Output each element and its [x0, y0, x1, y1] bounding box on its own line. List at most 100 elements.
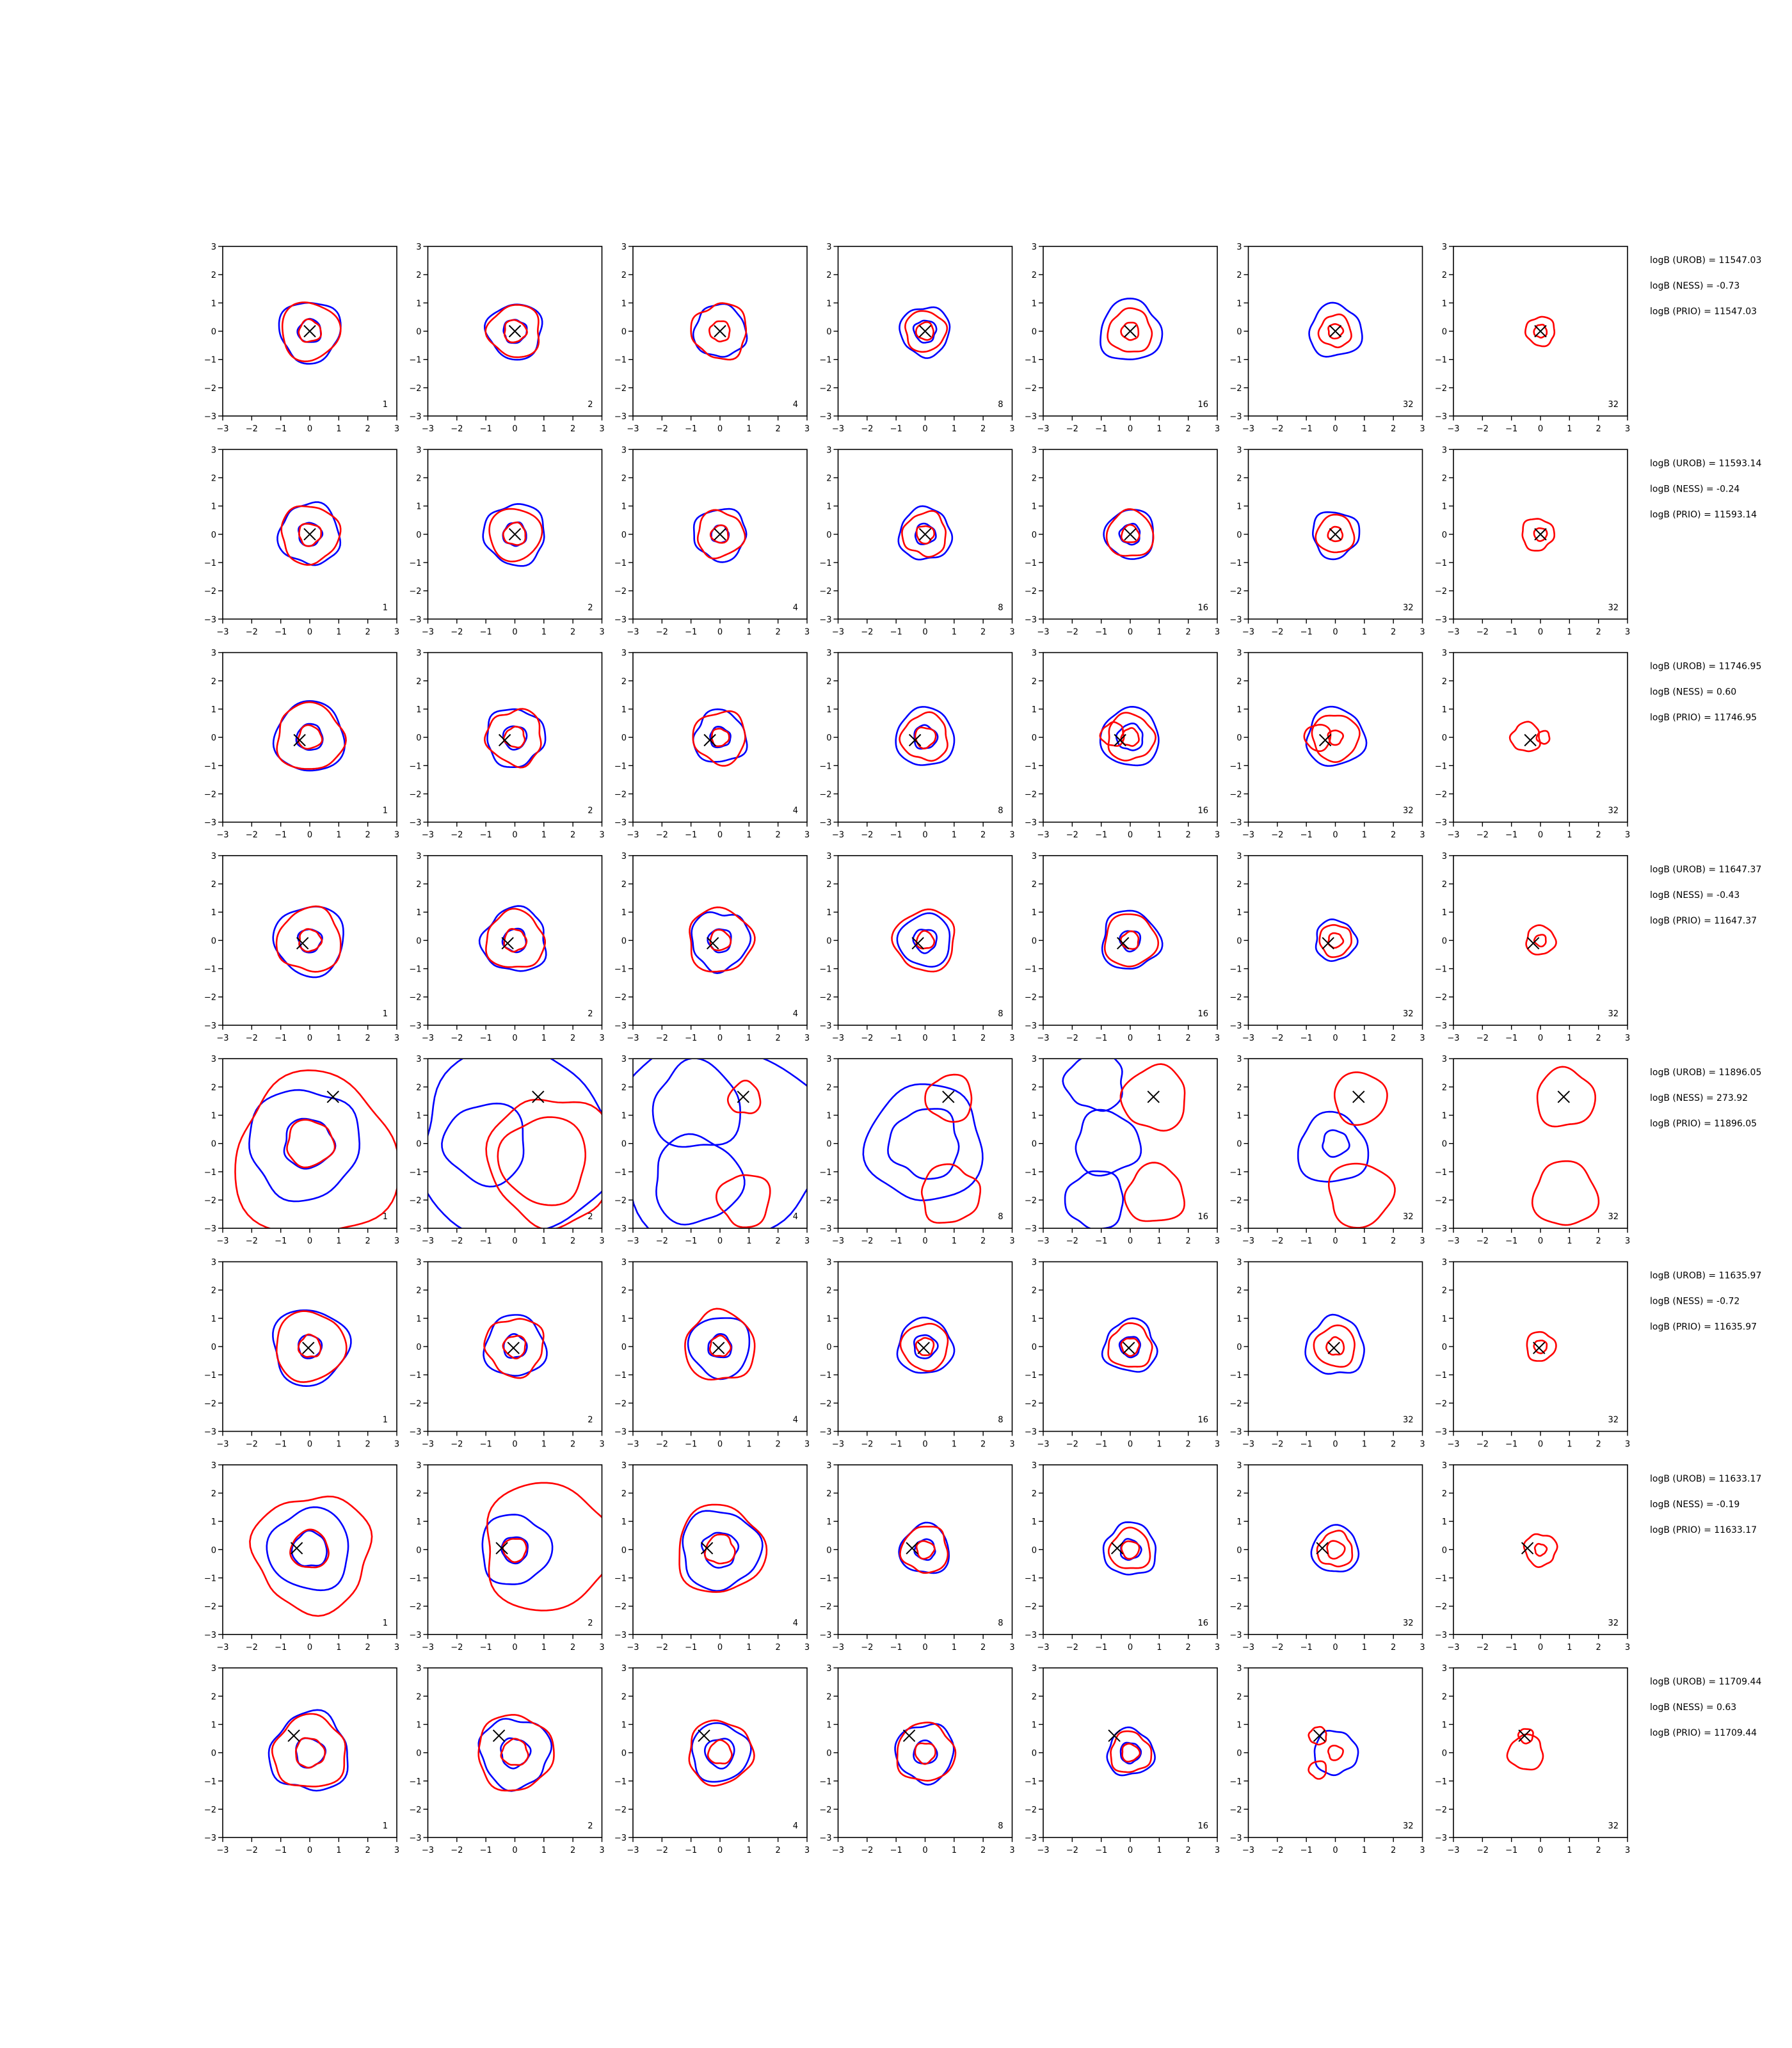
y-tick-label: 0 [1032, 328, 1037, 337]
x-tick-label: −3 [1242, 1643, 1254, 1652]
x-tick-label: 2 [980, 1236, 986, 1246]
y-tick-label: 1 [826, 1112, 831, 1121]
blue-contour [652, 1059, 741, 1148]
x-tick-label: −1 [275, 1643, 287, 1652]
y-tick-label: 0 [416, 733, 421, 743]
x-tick-label: −2 [451, 1236, 463, 1246]
red-contour [1103, 913, 1160, 968]
blue-contour [912, 319, 938, 344]
y-tick-label: −2 [1025, 790, 1037, 799]
x-tick-label: 1 [1567, 627, 1572, 637]
contour-group [891, 908, 956, 973]
y-tick-label: −1 [1025, 1168, 1037, 1178]
y-tick-label: −3 [1435, 1224, 1447, 1234]
x-tick-label: 3 [804, 627, 810, 637]
x-tick-label: 3 [1009, 627, 1014, 637]
x-tick-label: 1 [541, 1846, 547, 1855]
marker-x [918, 324, 932, 338]
x-tick-label: −2 [451, 1034, 463, 1043]
marker-x [1534, 528, 1547, 541]
x-tick-label: 1 [1156, 627, 1162, 637]
x-tick-label: −3 [216, 424, 228, 434]
y-tick-label: 1 [826, 1315, 831, 1324]
red-contour [1316, 1530, 1354, 1568]
x-tick-label: −1 [275, 1034, 287, 1043]
x-tick-label: 2 [980, 1846, 986, 1855]
x-tick-label: −1 [1505, 1236, 1517, 1246]
x-tick-label: −1 [1095, 627, 1107, 637]
y-tick-label: −1 [1025, 356, 1037, 365]
contour-group [477, 1714, 555, 1792]
y-tick-label: −3 [1435, 1428, 1447, 1437]
y-tick-label: 3 [416, 1055, 421, 1064]
y-tick-label: 1 [621, 1112, 627, 1121]
marker-x [302, 1341, 315, 1354]
y-tick-label: 2 [621, 1083, 627, 1092]
marker-x [508, 528, 522, 541]
x-tick-label: 1 [746, 1034, 751, 1043]
y-tick-label: 0 [1032, 1546, 1037, 1555]
x-tick-label: −2 [1271, 1643, 1283, 1652]
x-tick-label: 0 [512, 1846, 517, 1855]
red-contour [1099, 721, 1125, 747]
panel-label: 4 [793, 400, 798, 410]
y-tick-label: 3 [1236, 1055, 1242, 1064]
panel-label: 8 [998, 806, 1003, 816]
red-contour [904, 310, 948, 353]
panel-label: 4 [793, 806, 798, 816]
x-tick-label: 1 [541, 424, 547, 434]
x-tick-label: 0 [1128, 1643, 1133, 1652]
x-tick-label: 3 [1009, 1440, 1014, 1450]
contour-group [1310, 1524, 1360, 1572]
x-tick-label: −3 [832, 1236, 844, 1246]
y-tick-label: 1 [621, 1517, 627, 1527]
contour-group [689, 906, 756, 975]
x-tick-label: 1 [1156, 831, 1162, 840]
x-tick-label: 3 [1215, 831, 1220, 840]
panel-label: 8 [998, 603, 1003, 612]
y-tick-label: 0 [1236, 1343, 1242, 1352]
y-tick-label: 1 [1442, 1112, 1447, 1121]
contour-group [692, 508, 748, 563]
x-tick-label: −1 [1505, 424, 1517, 434]
x-tick-label: −2 [246, 627, 258, 637]
blue-contour [1118, 1336, 1142, 1359]
x-tick-label: 2 [1391, 627, 1396, 637]
x-tick-label: 3 [804, 424, 810, 434]
marker-x [1521, 1542, 1534, 1555]
red-contour [1327, 323, 1345, 340]
panel-r8-c6: −3−3 −2 −2 −1 −1 0 0 1 1 2 2 3 3 32 [1229, 1664, 1425, 1855]
y-tick-label: 3 [1442, 1055, 1447, 1064]
y-tick-label: −3 [614, 1021, 627, 1031]
y-tick-label: 3 [211, 649, 216, 659]
marker-x [1147, 1091, 1160, 1103]
y-tick-label: −2 [1435, 1603, 1447, 1612]
red-contour [1506, 1733, 1544, 1771]
y-tick-label: 2 [826, 1489, 831, 1499]
y-tick-label: 3 [416, 1664, 421, 1674]
y-tick-label: 3 [416, 852, 421, 861]
x-tick-label: 0 [512, 831, 517, 840]
y-tick-label: 1 [416, 705, 421, 715]
panel-label: 2 [588, 1821, 593, 1831]
y-tick-label: −3 [1229, 1021, 1242, 1031]
blue-contour [913, 1334, 939, 1359]
panel-r6-c5: −3−3 −2 −2 −1 −1 0 0 1 1 2 2 3 3 16 [1025, 1258, 1220, 1450]
x-tick-label: −3 [1447, 627, 1459, 637]
x-tick-label: 1 [1156, 1440, 1162, 1450]
row-stat-text: logB (NESS) = -0.19 [1650, 1500, 1740, 1510]
row-stat-text: logB (UROB) = 11547.03 [1650, 255, 1761, 266]
panel-r2-c1: −3−3 −2 −2 −1 −1 0 0 1 1 2 2 3 3 1 [204, 445, 399, 637]
x-tick-label: −1 [685, 1034, 697, 1043]
panel-label: 8 [998, 1416, 1003, 1425]
x-tick-label: 0 [1538, 424, 1543, 434]
contour-group [276, 501, 342, 566]
y-tick-label: −3 [819, 1631, 831, 1640]
x-tick-label: 1 [746, 1440, 751, 1450]
red-contour [1326, 1540, 1346, 1560]
red-contour [696, 509, 746, 560]
y-tick-label: 2 [826, 1692, 831, 1702]
y-tick-label: −1 [409, 1574, 421, 1583]
y-tick-label: −2 [614, 993, 627, 1003]
x-tick-label: 3 [1420, 1440, 1425, 1450]
